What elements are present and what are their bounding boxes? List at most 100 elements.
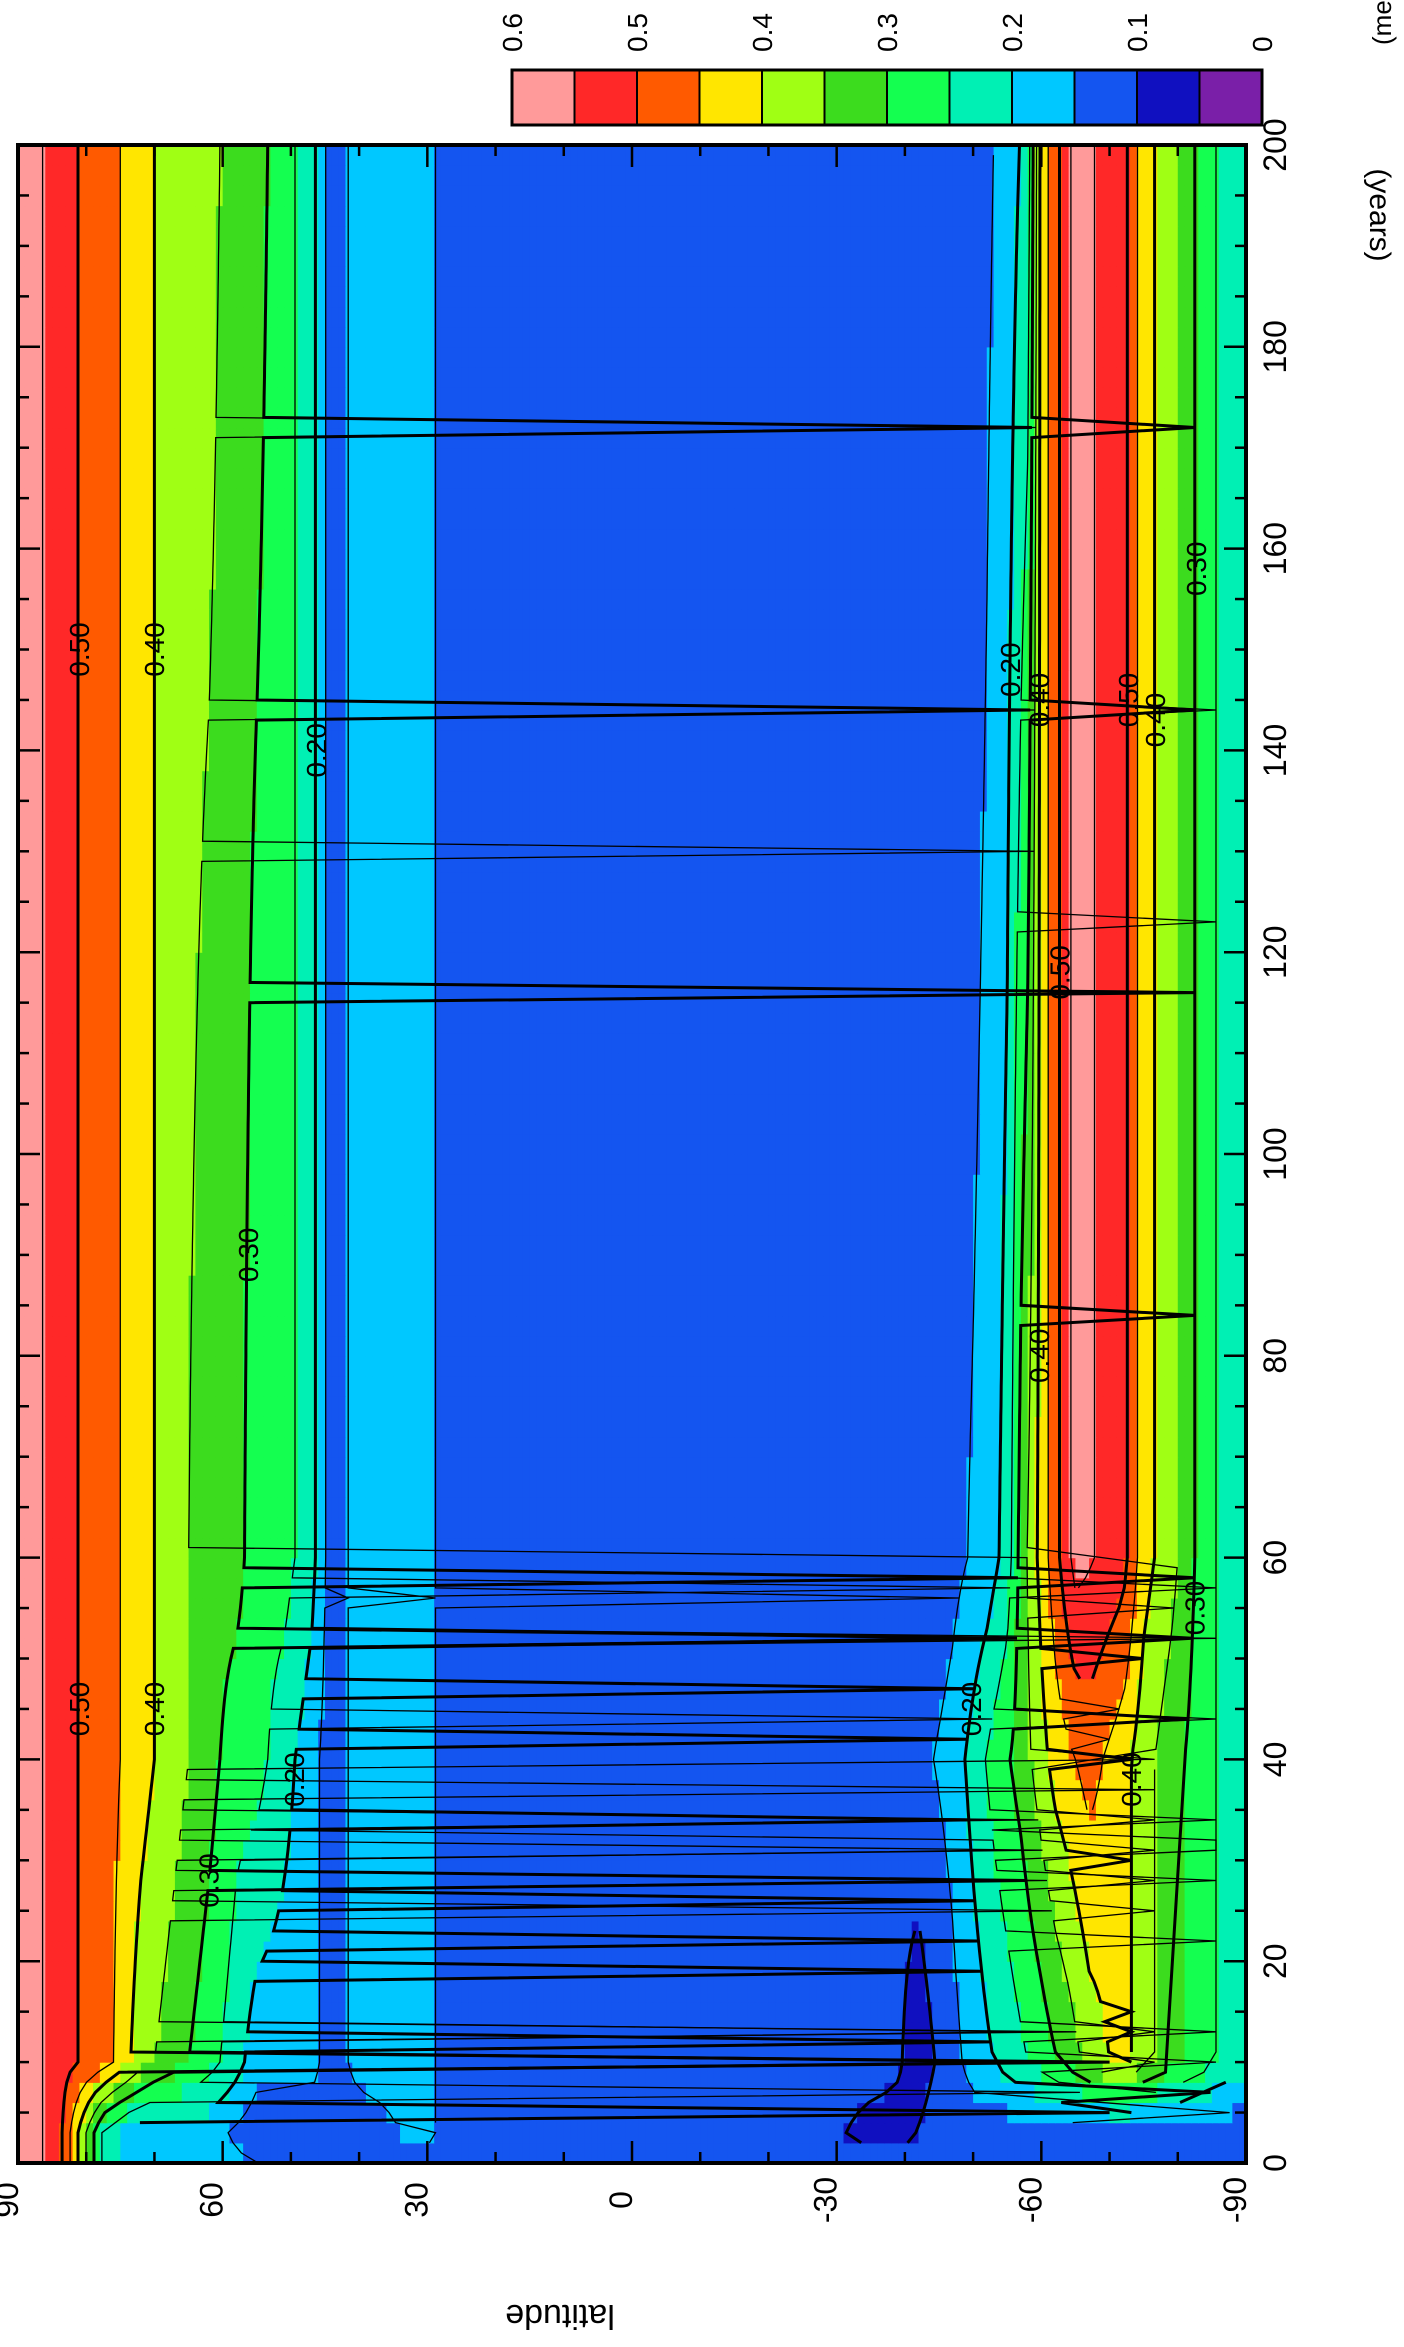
heatmap-cell [632, 2142, 640, 2164]
heatmap-cell [147, 1819, 156, 1841]
heatmap-cell [1116, 2021, 1124, 2043]
heatmap-cell [1239, 1981, 1247, 2003]
heatmap-cell [761, 1799, 770, 1821]
heatmap-cell [1000, 1920, 1008, 1942]
heatmap-cell [270, 1900, 278, 1922]
heatmap-cell [325, 1597, 333, 1619]
heatmap-cell [284, 1678, 292, 1700]
heatmap-cell [1034, 1638, 1042, 1660]
heatmap-cell [1184, 1638, 1193, 1660]
heatmap-cell [161, 1900, 169, 1922]
heatmap-cell [884, 2142, 892, 2164]
heatmap-cell [359, 1840, 367, 1861]
heatmap-cell [522, 2102, 531, 2124]
heatmap-cell [604, 2142, 613, 2164]
heatmap-cell [304, 2122, 312, 2144]
heatmap-cell [249, 1941, 258, 1962]
heatmap-cell [952, 1719, 961, 1740]
heatmap-cell [236, 1941, 244, 1962]
heatmap-cell [72, 1961, 80, 1982]
heatmap-cell [795, 1941, 804, 1962]
heatmap-cell [761, 2041, 770, 2063]
heatmap-cell [522, 1799, 531, 1821]
heatmap-cell [1123, 1719, 1131, 1740]
heatmap-cell [666, 2062, 674, 2083]
heatmap-cell [877, 1799, 886, 1821]
heatmap-cell [393, 2142, 401, 2164]
heatmap-cell [99, 2122, 108, 2144]
heatmap-cell [829, 1759, 838, 1781]
heatmap-cell [761, 2142, 770, 2164]
heatmap-cell [672, 1961, 681, 1982]
heatmap-cell [700, 1900, 708, 1922]
heatmap-cell [379, 1900, 387, 1922]
heatmap-cell [1061, 1759, 1070, 1781]
heatmap-cell [400, 2102, 408, 2124]
heatmap-cell [174, 2001, 183, 2023]
heatmap-cell [277, 2102, 285, 2124]
heatmap-cell [400, 2001, 408, 2023]
heatmap-cell [761, 1698, 770, 1720]
heatmap-cell [570, 2142, 579, 2164]
heatmap-cell [447, 2001, 456, 2023]
heatmap-cell [249, 1719, 258, 1740]
heatmap-cell [58, 1618, 67, 1639]
heatmap-cell [318, 2142, 326, 2164]
heatmap-cell [188, 1658, 196, 1680]
heatmap-cell [904, 1900, 913, 1922]
heatmap-cell [918, 1880, 926, 1902]
heatmap-cell [904, 1981, 913, 2003]
heatmap-cell [945, 1698, 954, 1720]
heatmap-cell [932, 1618, 940, 1639]
heatmap-cell [461, 2041, 469, 2063]
heatmap-cell [529, 1658, 538, 1680]
heatmap-cell [1143, 1719, 1152, 1740]
heatmap-cell [1068, 1638, 1077, 1660]
heatmap-cell [863, 1638, 872, 1660]
heatmap-cell [857, 1779, 865, 1801]
heatmap-cell [243, 2122, 251, 2144]
heatmap-cell [652, 1840, 660, 1861]
heatmap-cell [202, 1618, 210, 1639]
heatmap-cell [1239, 2041, 1247, 2063]
heatmap-cell [563, 1658, 572, 1680]
heatmap-cell [31, 1799, 40, 1821]
heatmap-cell [618, 1638, 626, 1660]
heatmap-cell [986, 1779, 995, 1801]
heatmap-cell [720, 1618, 729, 1639]
heatmap-cell [911, 1658, 920, 1680]
heatmap-cell [93, 1819, 101, 1841]
heatmap-cell [393, 2041, 401, 2063]
heatmap-cell [666, 1678, 674, 1700]
heatmap-cell [263, 2142, 272, 2164]
heatmap-cell [768, 1698, 776, 1720]
heatmap-cell [222, 2122, 231, 2144]
heatmap-cell [747, 1860, 756, 1882]
heatmap-cell [816, 1880, 824, 1902]
heatmap-cell [147, 1658, 156, 1680]
heatmap-cell [877, 1819, 886, 1841]
heatmap-cell [843, 1920, 851, 1942]
heatmap-cell [782, 2102, 790, 2124]
heatmap-cell [447, 1860, 456, 1882]
heatmap-cell [686, 1719, 694, 1740]
heatmap-cell [249, 1739, 258, 1760]
heatmap-cell [556, 1941, 565, 1962]
heatmap-cell [1218, 1739, 1227, 1760]
heatmap-cell [1198, 1981, 1206, 2003]
heatmap-cell [509, 1981, 517, 2003]
heatmap-cell [884, 1880, 892, 1902]
heatmap-cell [1075, 1759, 1083, 1781]
heatmap-cell [884, 2082, 892, 2104]
heatmap-cell [174, 1920, 183, 1942]
heatmap-cell [645, 1618, 654, 1639]
heatmap-cell [1020, 1759, 1029, 1781]
heatmap-cell [1089, 2142, 1097, 2164]
heatmap-cell [1068, 1819, 1077, 1841]
heatmap-cell [365, 1678, 374, 1700]
heatmap-cell [393, 2001, 401, 2023]
heatmap-cell [584, 2122, 592, 2144]
heatmap-cell [406, 1900, 415, 1922]
heatmap-cell [993, 1759, 1001, 1781]
heatmap-cell [768, 1638, 776, 1660]
